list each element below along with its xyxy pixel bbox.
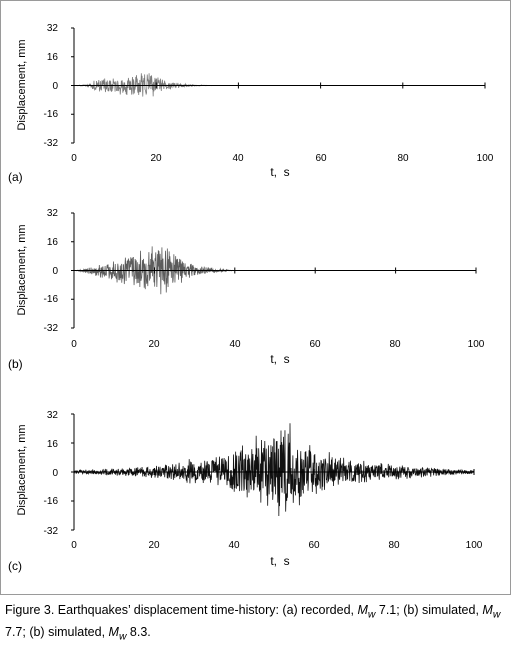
panel-b-ytick-16: 16 (47, 237, 59, 248)
panel-b-xtick-20: 20 (148, 339, 160, 350)
panel-a-ytick-32: 32 (47, 23, 59, 34)
panel-b-plot (71, 212, 477, 329)
panel-a-xtick-40: 40 (232, 153, 244, 164)
caption-text-2: 7.1; (b) simulated, (375, 603, 483, 617)
caption-m-2: M (482, 603, 493, 617)
displacement-series-line (73, 73, 485, 97)
panel-b: Displacement, mm 32 16 0 -16 -32 0 20 40… (8, 208, 485, 371)
caption-text-4: 8.3. (126, 624, 151, 639)
panel-c-ylabel: Displacement, mm (16, 424, 28, 515)
panel-a-xtick-0: 0 (71, 153, 77, 164)
panel-a-xtick-60: 60 (315, 153, 327, 164)
panel-c-xtick-0: 0 (71, 540, 77, 551)
panel-c-ytick-neg16: -16 (44, 496, 59, 507)
panel-a-xtick-100: 100 (477, 153, 494, 164)
panel-a-xtick-80: 80 (397, 153, 409, 164)
caption-m-3: M (108, 624, 119, 639)
displacement-series-line (73, 423, 475, 517)
caption-w-3: w (118, 631, 127, 642)
panel-b-xtick-40: 40 (229, 339, 241, 350)
panel-b-xtick-100: 100 (468, 339, 485, 350)
panel-b-ytick-neg16: -16 (44, 294, 59, 305)
panel-a-ytick-16: 16 (47, 52, 59, 63)
panel-a-xlabel: t, s (270, 165, 289, 179)
panel-c-ytick-neg32: -32 (44, 526, 59, 537)
caption-text-3: 7.7; (b) simulated, (5, 624, 109, 639)
panel-c-xtick-20: 20 (148, 540, 160, 551)
panel-a-ytick-0: 0 (52, 81, 58, 92)
panel-a-ytick-neg16: -16 (44, 109, 59, 120)
panel-a-xtick-20: 20 (150, 153, 162, 164)
panel-b-ylabel: Displacement, mm (16, 224, 28, 315)
panel-b-label: (b) (8, 357, 23, 371)
panel-c-plot (71, 413, 475, 531)
panel-c-xtick-60: 60 (308, 540, 320, 551)
panel-a-plot (71, 27, 486, 144)
figure-frame (0, 0, 511, 595)
panel-a: Displacement, mm 32 16 0 -16 -32 0 20 40… (8, 23, 494, 184)
panel-c-ytick-0: 0 (52, 468, 58, 479)
panel-b-ytick-neg32: -32 (44, 323, 59, 334)
caption-m-1: M (357, 603, 368, 617)
panel-a-ylabel: Displacement, mm (16, 39, 28, 130)
panel-c-xtick-80: 80 (388, 540, 400, 551)
panel-a-label: (a) (8, 170, 23, 184)
panel-b-ytick-0: 0 (52, 266, 58, 277)
panel-b-xlabel: t, s (270, 352, 289, 366)
figure-caption: Figure 3. Earthquakes’ displacement time… (5, 602, 510, 645)
panel-b-xtick-80: 80 (389, 339, 401, 350)
panel-c-ytick-32: 32 (47, 410, 59, 421)
panel-b-xtick-0: 0 (71, 339, 77, 350)
figure-charts: Displacement, mm 32 16 0 -16 -32 0 20 40… (8, 23, 494, 573)
panel-a-ytick-neg32: -32 (44, 138, 59, 149)
panel-c: Displacement, mm 32 16 0 -16 -32 0 20 40… (8, 410, 483, 573)
panel-c-xtick-100: 100 (466, 540, 483, 551)
panel-b-ytick-32: 32 (47, 208, 59, 219)
panel-c-ytick-16: 16 (47, 439, 59, 450)
panel-c-xtick-40: 40 (228, 540, 240, 551)
caption-text-1: Figure 3. Earthquakes’ displacement time… (5, 603, 358, 617)
panel-c-label: (c) (8, 559, 22, 573)
panel-b-xtick-60: 60 (309, 339, 321, 350)
caption-w-2: w (492, 609, 501, 621)
panel-c-xlabel: t, s (270, 554, 289, 568)
caption-w-1: w (367, 609, 376, 621)
